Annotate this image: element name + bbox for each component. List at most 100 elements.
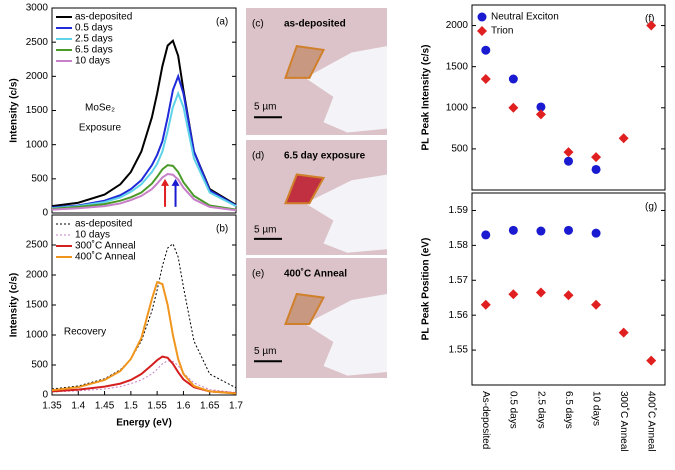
point — [591, 299, 602, 310]
panel-label: (a) — [216, 17, 228, 28]
legend-label: as-deposited — [75, 219, 132, 230]
y-tick-label: 0 — [42, 208, 48, 219]
x-axis-label: Energy (eV) — [116, 418, 172, 429]
point — [535, 287, 546, 298]
point — [508, 102, 519, 113]
point — [563, 147, 574, 158]
point — [508, 225, 518, 235]
y-tick-label: 500 — [31, 173, 48, 184]
scale-label: 5 µm — [254, 102, 276, 113]
spectrum-line — [51, 355, 237, 395]
point — [508, 289, 519, 300]
legend-label: 10 days — [75, 230, 110, 241]
spectrum-line — [51, 360, 237, 394]
scale-label: 5 µm — [254, 346, 276, 357]
point — [646, 20, 657, 31]
legend-label: 2.5 days — [75, 34, 113, 45]
y-tick-label: 0 — [42, 390, 48, 401]
panel-label: (g) — [645, 202, 657, 213]
x-tick-label: 1.35 — [42, 401, 62, 412]
point — [591, 228, 601, 238]
point — [591, 152, 602, 163]
y-axis-label: PL Peak Position (eV) — [421, 238, 432, 341]
spectrum-line — [51, 173, 237, 212]
legend-label: Neutral Exciton — [491, 12, 559, 23]
x-tick-label: 1.6 — [176, 401, 190, 412]
category-label: 2.5 days — [535, 391, 546, 429]
point — [535, 109, 546, 120]
legend-label: 300˚C Anneal — [75, 240, 136, 252]
y-tick-label: 1.58 — [449, 240, 469, 251]
y-tick-label: 2500 — [26, 240, 49, 251]
spectrum-line — [51, 280, 237, 395]
panel-label: (c) — [252, 19, 264, 30]
substrate-shape — [305, 294, 387, 376]
point — [480, 74, 491, 84]
y-tick-label: 1500 — [26, 105, 49, 116]
x-tick-label: 1.4 — [71, 401, 85, 412]
substrate-shape — [305, 46, 387, 133]
point — [508, 74, 518, 84]
point — [480, 299, 491, 310]
y-tick-label: 2000 — [26, 270, 49, 281]
legend-label: as-deposited — [75, 12, 132, 23]
legend-label: 10 days — [75, 56, 110, 67]
arrow-head — [171, 178, 180, 186]
point — [481, 45, 491, 55]
point — [564, 156, 573, 166]
x-tick-label: 1.55 — [147, 401, 167, 412]
point — [481, 230, 491, 240]
flake — [284, 173, 326, 205]
category-label: 10 days — [590, 391, 601, 426]
y-tick-label: 500 — [451, 144, 468, 155]
micrograph-caption: as-deposited — [284, 19, 346, 30]
annotation: MoSe₂ — [85, 103, 115, 114]
y-tick-label: 3000 — [26, 3, 49, 14]
arrow-head — [161, 178, 170, 186]
y-tick-label: 1000 — [26, 139, 49, 150]
y-axis-label: Intensity (c/s) — [9, 78, 20, 142]
point — [536, 226, 546, 236]
legend-marker — [477, 12, 487, 22]
point — [646, 355, 657, 366]
category-label: As-deposited — [480, 391, 491, 449]
legend-marker — [477, 26, 487, 36]
y-tick-label: 1.57 — [449, 275, 469, 286]
flake — [284, 44, 326, 79]
spectrum-line — [51, 242, 237, 390]
category-label: 6.5 days — [563, 391, 574, 429]
category-label: 400˚C Anneal — [646, 391, 658, 452]
legend-label: 400˚C Anneal — [75, 251, 136, 263]
x-tick-label: 1.45 — [95, 401, 115, 412]
legend-label: Trion — [491, 26, 513, 37]
spectrum-line — [51, 90, 237, 210]
x-tick-label: 1.7 — [229, 401, 243, 412]
category-label: 0.5 days — [508, 391, 519, 429]
annotation: Exposure — [79, 123, 122, 134]
plot-frame — [471, 4, 666, 191]
y-tick-label: 1000 — [26, 330, 49, 341]
point — [564, 225, 573, 235]
legend-label: 6.5 days — [75, 45, 113, 56]
point — [536, 102, 546, 112]
y-tick-label: 1.59 — [449, 205, 469, 216]
point — [618, 327, 629, 338]
y-axis-label: PL Peak Intensity (c/s) — [421, 45, 432, 151]
x-tick-label: 1.5 — [124, 401, 138, 412]
substrate-shape — [305, 174, 387, 253]
plot-frame — [471, 192, 666, 386]
y-tick-label: 1.55 — [449, 345, 469, 356]
point — [563, 290, 574, 301]
panel-label: (f) — [645, 14, 654, 25]
annotation: Recovery — [64, 327, 106, 338]
y-axis-label: Intensity (c/s) — [9, 273, 20, 337]
y-tick-label: 2000 — [26, 71, 49, 82]
y-tick-label: 1500 — [446, 61, 469, 72]
scale-label: 5 µm — [254, 224, 276, 235]
y-tick-label: 2000 — [446, 20, 469, 31]
y-tick-label: 1500 — [26, 300, 49, 311]
point — [591, 164, 601, 174]
panel-label: (e) — [252, 269, 264, 280]
spectrum-line — [51, 73, 237, 209]
